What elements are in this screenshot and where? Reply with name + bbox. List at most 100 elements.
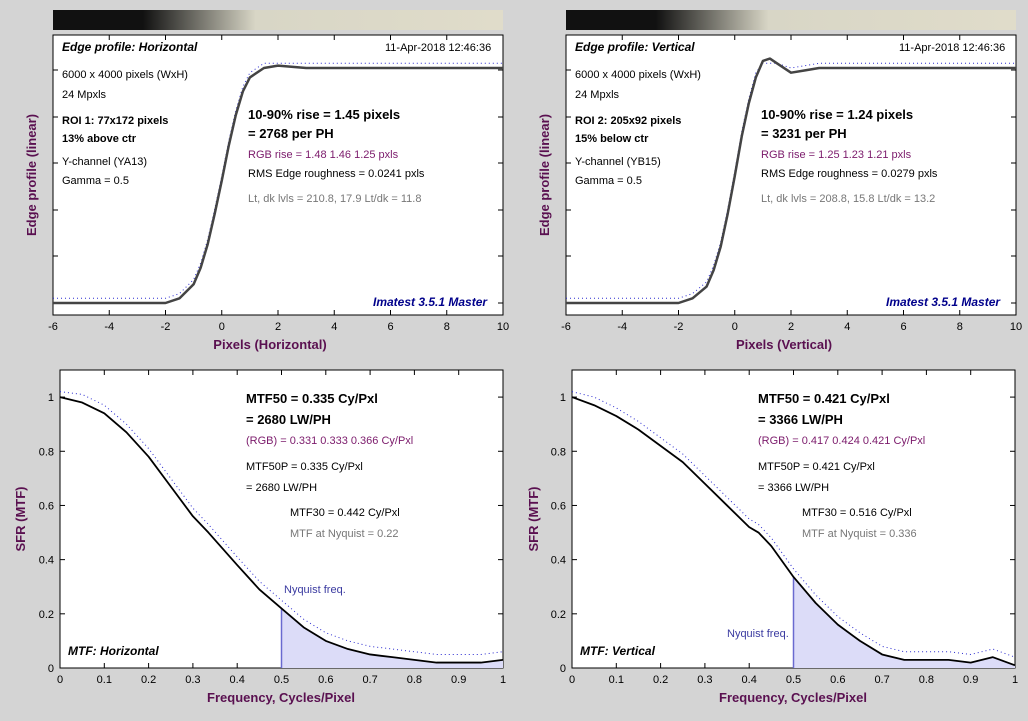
edge-h-plot-area	[52, 34, 504, 316]
x-tick-label: 8	[957, 321, 963, 333]
x-tick-label: 0.7	[874, 674, 889, 686]
edge-v-info-mpxls: 24 Mpxls	[575, 89, 620, 101]
edge-v-roi-pos: 15% below ctr	[575, 133, 649, 145]
x-tick-label: 0	[569, 674, 575, 686]
edge-v-chart: -6 -4 -2 0 2 4 6 8 10	[561, 35, 1022, 333]
edge-h-roughness: RMS Edge roughness = 0.0241 pxls	[248, 168, 425, 180]
series-line	[566, 57, 1016, 305]
series-line	[571, 396, 1016, 667]
x-tick-label: 0	[732, 321, 738, 333]
x-tick-label: -4	[617, 321, 627, 333]
series-line	[53, 64, 503, 305]
blue-channel-trace	[566, 62, 1016, 299]
edge-v-levels: Lt, dk lvls = 208.8, 15.8 Lt/dk = 13.2	[761, 193, 935, 205]
mtf-h-rgb: (RGB) = 0.331 0.333 0.366 Cy/Pxl	[246, 435, 413, 447]
mtf-h-mtf30: MTF30 = 0.442 Cy/Pxl	[290, 507, 400, 519]
mtf-h-title: MTF: Horizontal	[68, 644, 159, 658]
y-tick-label: 0.2	[39, 609, 54, 621]
edge-v-ylabel: Edge profile (linear)	[537, 114, 552, 236]
x-tick-label: 10	[497, 321, 509, 333]
x-tick-label: 0.6	[830, 674, 845, 686]
mtf-h-mtf50: MTF50 = 0.335 Cy/Pxl	[246, 391, 378, 406]
x-tick-label: 4	[844, 321, 850, 333]
mtf-h-mtf50p: MTF50P = 0.335 Cy/Pxl	[246, 461, 363, 473]
mtf-v-nyq-label: Nyquist freq.	[727, 628, 789, 640]
x-tick-label: -4	[104, 321, 114, 333]
x-tick-label: 0.7	[362, 674, 377, 686]
x-tick-label: 4	[331, 321, 337, 333]
edge-v-title: Edge profile: Vertical	[575, 40, 695, 54]
edge-h-channel: Y-channel (YA13)	[62, 156, 147, 168]
y-tick-label: 0.6	[39, 500, 54, 512]
y-tick-label: 0.6	[551, 500, 566, 512]
x-tick-label: 2	[788, 321, 794, 333]
mtf-h-mtf50p-lwph: = 2680 LW/PH	[246, 482, 317, 494]
mtf-v-ylabel: SFR (MTF)	[526, 487, 541, 552]
edge-h-timestamp: 11-Apr-2018 12:46:36	[385, 42, 491, 54]
edge-h-levels: Lt, dk lvls = 210.8, 17.9 Lt/dk = 11.8	[248, 193, 421, 205]
edge-v-timestamp: 11-Apr-2018 12:46:36	[899, 42, 1005, 54]
x-tick-label: 0.4	[230, 674, 245, 686]
mtf-h-ylabel: SFR (MTF)	[13, 487, 28, 552]
x-tick-label: 8	[444, 321, 450, 333]
blue-channel-trace	[53, 62, 503, 299]
mtf-v-mtf50: MTF50 = 0.421 Cy/Pxl	[758, 391, 890, 406]
x-tick-label: 0.2	[141, 674, 156, 686]
gray-strip-left	[53, 10, 503, 30]
edge-v-rise: 10-90% rise = 1.24 pixels	[761, 107, 913, 122]
edge-v-roi: ROI 2: 205x92 pixels	[575, 115, 681, 127]
edge-h-roi-pos: 13% above ctr	[62, 133, 137, 145]
x-tick-label: 0.9	[451, 674, 466, 686]
x-tick-label: -6	[561, 321, 571, 333]
mtf-v-rgb: (RGB) = 0.417 0.424 0.421 Cy/Pxl	[758, 435, 925, 447]
edge-h-ylabel: Edge profile (linear)	[24, 114, 39, 236]
y-tick-label: 0.4	[551, 555, 566, 567]
x-tick-label: 0.2	[653, 674, 668, 686]
edge-h-info-size: 6000 x 4000 pixels (WxH)	[62, 69, 188, 81]
edge-v-channel: Y-channel (YB15)	[575, 156, 661, 168]
y-tick-label: 0	[48, 663, 54, 675]
mtf-v-mtf50-lwph: = 3366 LW/PH	[758, 412, 843, 427]
y-tick-label: 1	[48, 392, 54, 404]
edge-h-info-mpxls: 24 Mpxls	[62, 89, 107, 101]
mtf-v-xlabel: Frequency, Cycles/Pixel	[719, 690, 867, 705]
edge-v-info-size: 6000 x 4000 pixels (WxH)	[575, 69, 701, 81]
edge-h-gamma: Gamma = 0.5	[62, 175, 129, 187]
x-tick-label: 6	[900, 321, 906, 333]
edge-h-rise: 10-90% rise = 1.45 pixels	[248, 107, 400, 122]
mtf-h-nyq-label: Nyquist freq.	[284, 584, 346, 596]
x-tick-label: 2	[275, 321, 281, 333]
beyond-nyquist-area	[793, 576, 1015, 668]
edge-h-chart: -6 -4 -2 0 2 4 6 8 10	[48, 35, 509, 333]
edge-v-roughness: RMS Edge roughness = 0.0279 pxls	[761, 168, 938, 180]
x-tick-label: -2	[674, 321, 684, 333]
x-tick-label: 6	[387, 321, 393, 333]
x-tick-label: 0.5	[274, 674, 289, 686]
x-tick-label: 10	[1010, 321, 1022, 333]
edge-h-watermark: Imatest 3.5.1 Master	[373, 295, 488, 309]
edge-v-xlabel: Pixels (Vertical)	[736, 337, 832, 352]
edge-v-plot-area	[565, 34, 1017, 316]
x-tick-label: 0.4	[742, 674, 757, 686]
edge-v-gamma: Gamma = 0.5	[575, 175, 642, 187]
edge-h-per-ph: = 2768 per PH	[248, 126, 334, 141]
mtf-v-mtf50p: MTF50P = 0.421 Cy/Pxl	[758, 461, 875, 473]
y-tick-label: 0.4	[39, 555, 54, 567]
mtf-v-mtf50p-lwph: = 3366 LW/PH	[758, 482, 829, 494]
y-tick-label: 0	[560, 663, 566, 675]
mtf-h-nyq: MTF at Nyquist = 0.22	[290, 528, 399, 540]
x-tick-label: 0.8	[919, 674, 934, 686]
x-tick-label: 0.9	[963, 674, 978, 686]
mtf-v-chart: 0 0.1 0.2 0.3 0.4 0.5 0.6 0.7 0.8 0.9 1 0 0.2 0.4 0.6 0…	[551, 370, 1018, 686]
edge-h-title: Edge profile: Horizontal	[62, 40, 198, 54]
x-tick-label: -6	[48, 321, 58, 333]
x-tick-label: 0.1	[609, 674, 624, 686]
mtf-v-nyq: MTF at Nyquist = 0.336	[802, 528, 917, 540]
mtf-h-xlabel: Frequency, Cycles/Pixel	[207, 690, 355, 705]
x-tick-label: 0	[57, 674, 63, 686]
mtf-v-title: MTF: Vertical	[580, 644, 656, 658]
x-tick-label: 1	[1012, 674, 1018, 686]
edge-h-roi: ROI 1: 77x172 pixels	[62, 115, 168, 127]
y-tick-label: 0.8	[551, 446, 566, 458]
